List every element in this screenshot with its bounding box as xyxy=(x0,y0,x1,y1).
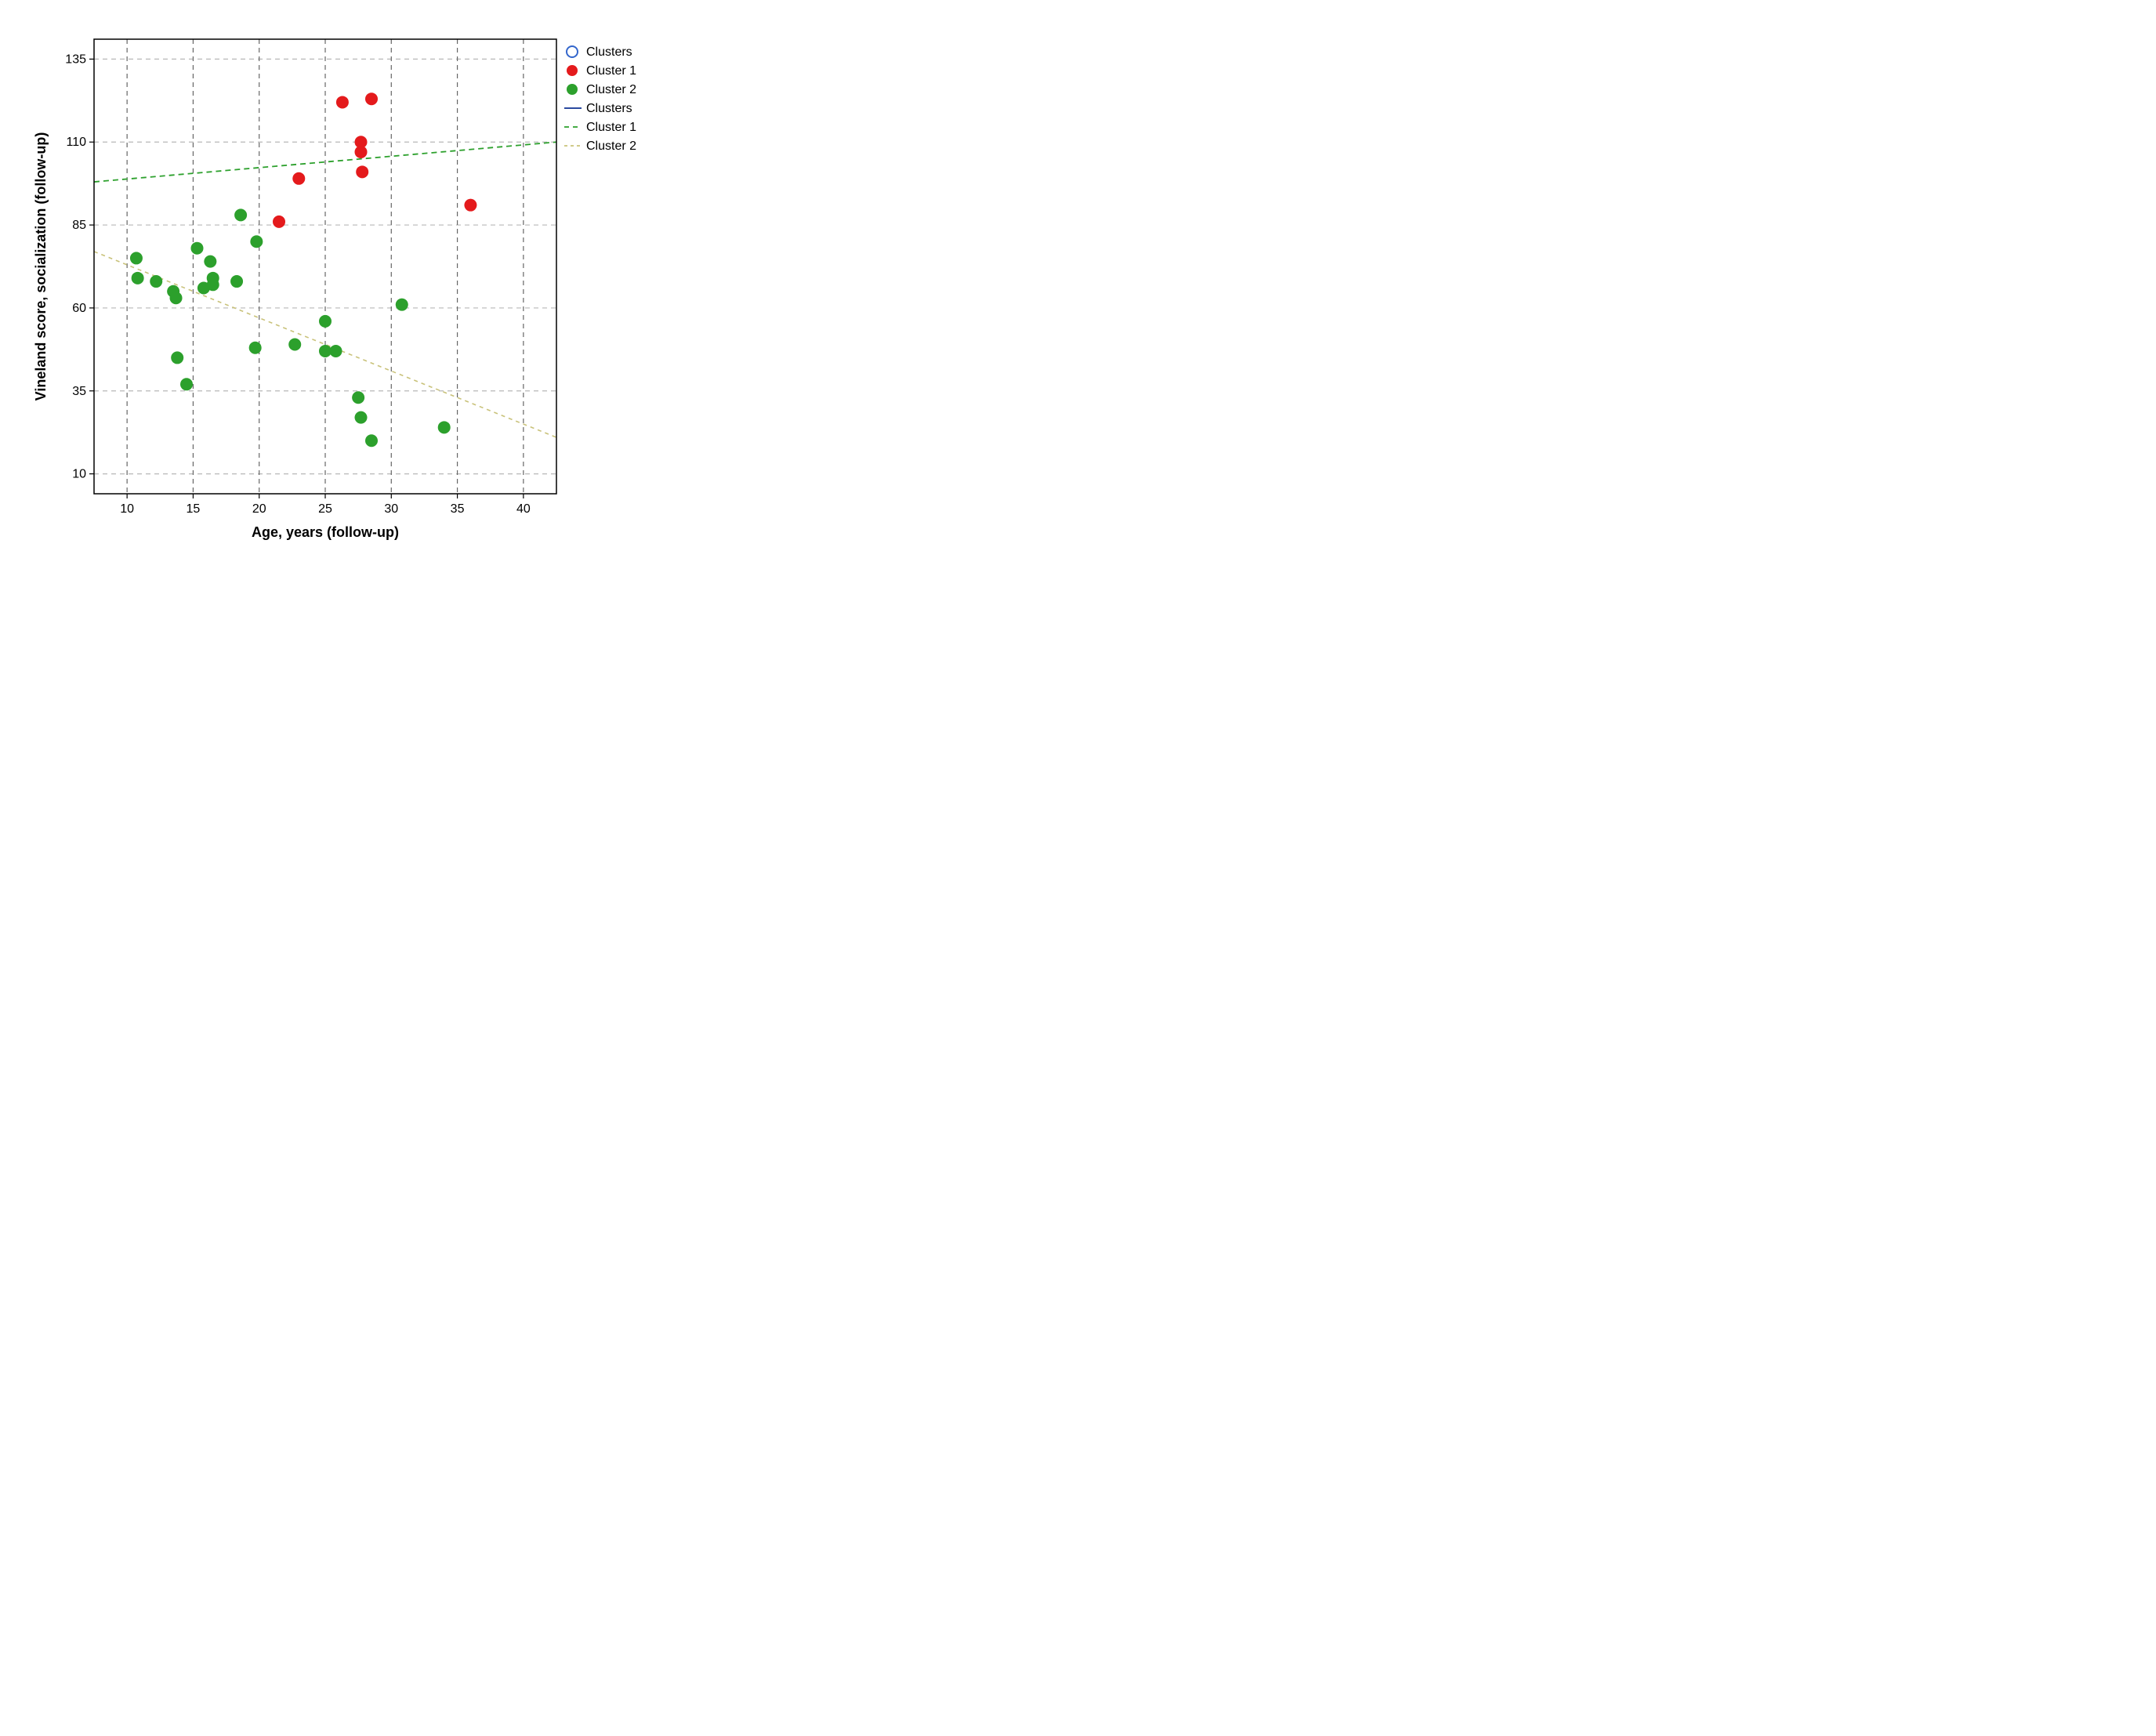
data-point xyxy=(170,292,183,304)
legend-label: Cluster 2 xyxy=(586,83,636,96)
data-point xyxy=(352,391,364,404)
data-point xyxy=(273,216,285,228)
y-tick-label: 85 xyxy=(72,219,86,232)
data-point xyxy=(464,199,476,212)
data-point xyxy=(438,421,451,433)
y-tick-label: 10 xyxy=(72,468,86,481)
data-point xyxy=(190,242,203,255)
data-point xyxy=(355,146,368,158)
data-point xyxy=(204,256,216,268)
y-axis-label: Vineland score, socialization (follow-up… xyxy=(33,132,49,401)
legend-label: Clusters xyxy=(586,102,632,115)
y-tick-label: 60 xyxy=(72,302,86,315)
chart-svg: 10 15 20 25 30 35 40 10 35 60 85 110 135 Age, years (… xyxy=(16,16,705,564)
data-point xyxy=(130,252,143,264)
data-point xyxy=(207,278,219,291)
data-point xyxy=(365,434,378,447)
legend-label: Cluster 1 xyxy=(586,121,636,134)
y-tick-label: 35 xyxy=(72,385,86,398)
data-point xyxy=(250,235,263,248)
legend-label: Cluster 2 xyxy=(586,140,636,153)
x-tick-label: 10 xyxy=(120,502,134,516)
data-point xyxy=(292,172,305,185)
x-tick-label: 25 xyxy=(318,502,332,516)
x-tick-label: 40 xyxy=(516,502,531,516)
x-tick-label: 15 xyxy=(187,502,201,516)
data-point xyxy=(365,92,378,105)
x-axis-label: Age, years (follow-up) xyxy=(252,524,399,540)
data-point xyxy=(336,96,349,108)
x-tick-label: 20 xyxy=(252,502,266,516)
data-point xyxy=(234,208,247,221)
data-point xyxy=(171,351,183,364)
data-point xyxy=(356,165,368,178)
data-point xyxy=(288,338,301,350)
data-point xyxy=(132,272,144,285)
data-point xyxy=(230,275,243,288)
y-tick-label: 110 xyxy=(66,136,86,149)
legend-label: Clusters xyxy=(586,45,632,59)
data-point xyxy=(180,378,193,390)
scatter-chart: 10 15 20 25 30 35 40 10 35 60 85 110 135 Age, years (… xyxy=(16,16,705,564)
x-tick-label: 30 xyxy=(384,502,398,516)
legend-label: Cluster 1 xyxy=(586,64,636,78)
data-point xyxy=(150,275,162,288)
data-point xyxy=(396,299,408,311)
data-point xyxy=(355,411,368,424)
data-point xyxy=(249,342,262,354)
y-tick-label: 135 xyxy=(65,53,86,66)
data-point xyxy=(319,315,332,328)
x-tick-label: 35 xyxy=(451,502,465,516)
data-point xyxy=(329,345,342,357)
